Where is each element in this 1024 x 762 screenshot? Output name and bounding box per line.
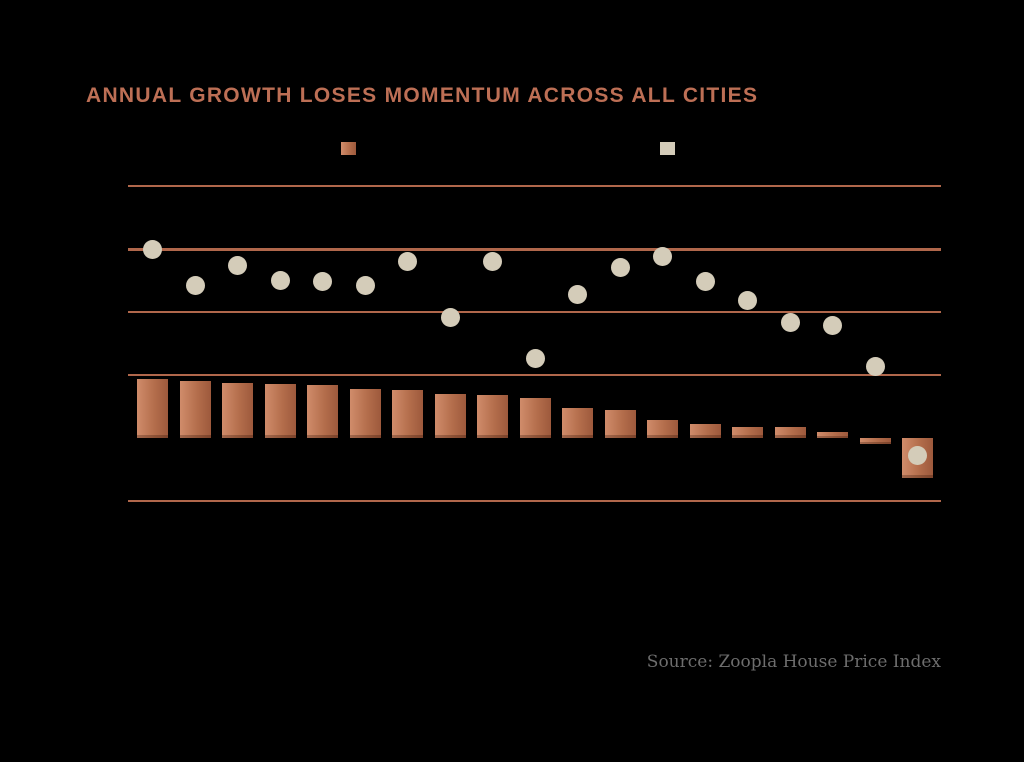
legend-item-dots [660,142,683,155]
bar [647,420,678,438]
dot-marker [186,276,205,295]
gridline [128,374,941,376]
bar-series-swatch-icon [341,142,356,155]
dot-marker [398,252,417,271]
bar [520,397,551,438]
bar-shadow-edge [690,434,721,438]
dot-marker [568,285,587,304]
bar-shadow-edge [265,434,296,438]
bar [775,426,806,438]
bar [392,390,423,438]
bar [350,388,381,438]
dot-marker [866,357,885,376]
dot-marker [823,316,842,335]
dot-marker [356,276,375,295]
bar [690,424,721,438]
dot-marker [908,446,927,465]
bar-shadow-edge [307,434,338,438]
bar-shadow-edge [435,434,466,438]
bar-shadow-edge [562,434,593,438]
bar-shadow-edge [520,434,551,438]
bar-shadow-edge [775,434,806,438]
gridline [128,247,941,251]
dot-marker [781,313,800,332]
bar [605,410,636,438]
gridline [128,185,941,187]
bar-shadow-edge [817,435,848,438]
bar-shadow-edge [392,434,423,438]
bar [222,382,253,438]
dot-marker [611,258,630,277]
dot-marker [653,247,672,266]
dot-marker [526,349,545,368]
bar [435,393,466,438]
legend-item-bars [341,142,364,155]
bar-shadow-edge [860,442,891,445]
bar-shadow-edge [605,434,636,438]
dot-marker [271,271,290,290]
gridline [128,500,941,502]
legend [0,141,1024,157]
dot-marker [143,240,162,259]
bar [860,438,891,445]
bar [562,407,593,438]
bar [265,383,296,438]
chart-title: ANNUAL GROWTH LOSES MOMENTUM ACROSS ALL … [86,84,759,107]
bar-shadow-edge [477,434,508,438]
bar-shadow-edge [350,434,381,438]
bar [477,395,508,438]
dot-marker [441,308,460,327]
dot-marker [228,256,247,275]
bar [137,378,168,438]
bar [307,385,338,438]
dot-marker [738,291,757,310]
dot-marker [696,272,715,291]
bar-shadow-edge [222,434,253,438]
source-attribution: Source: Zoopla House Price Index [646,652,941,672]
bar-shadow-edge [137,434,168,438]
dot-marker [313,272,332,291]
bar [180,381,211,438]
bar [732,426,763,438]
dot-series-swatch-icon [660,142,675,155]
dot-marker [483,252,502,271]
bar-shadow-edge [647,434,678,438]
bar-shadow-edge [180,434,211,438]
gridline [128,311,941,313]
bar [817,431,848,438]
bar-shadow-edge [732,434,763,438]
bar-shadow-edge [902,475,933,479]
